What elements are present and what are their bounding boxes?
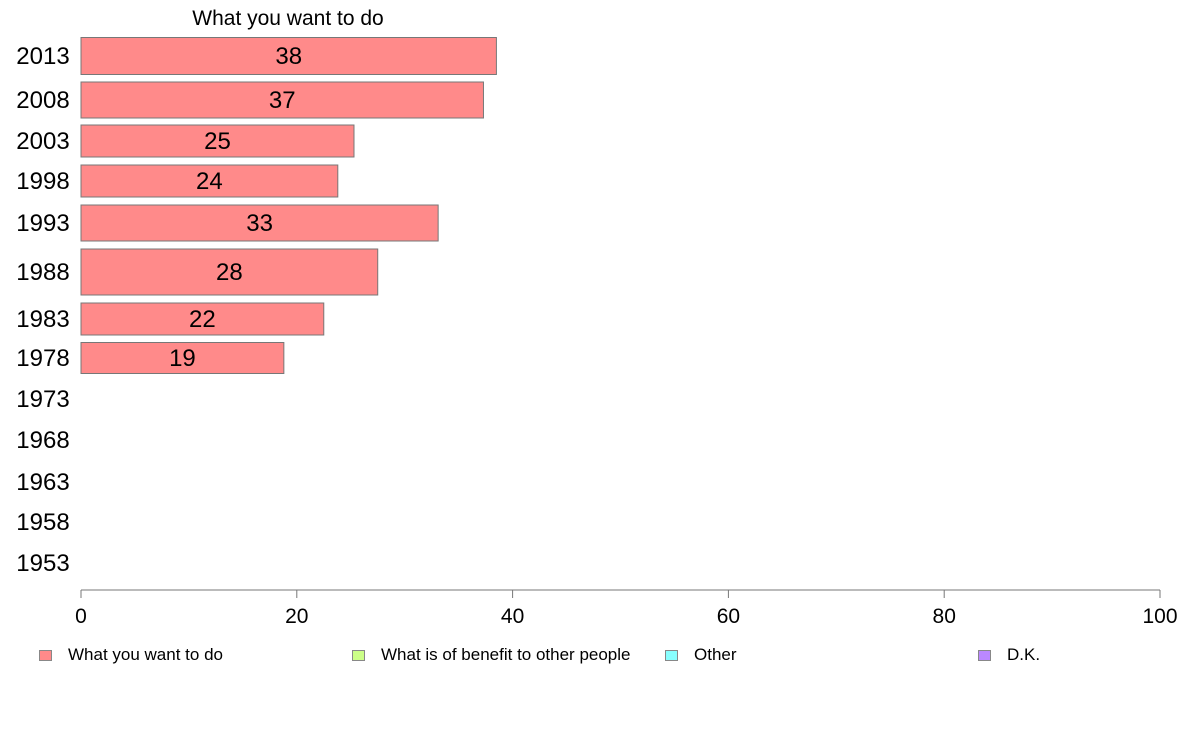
bar-value-label: 33 <box>246 210 273 237</box>
x-axis: 0 20 40 60 80 100 <box>75 589 1178 628</box>
legend-swatch <box>978 649 991 661</box>
legend-item: Other <box>665 645 737 664</box>
bar <box>80 204 439 242</box>
y-tick-label: 1978 <box>16 345 69 372</box>
y-tick-label: 1968 <box>16 427 69 454</box>
x-tick-label: 100 <box>1142 605 1177 628</box>
legend-swatch <box>39 649 52 661</box>
y-tick-label: 1983 <box>16 306 69 333</box>
y-tick-label: 1953 <box>16 550 69 577</box>
bar <box>80 81 484 119</box>
legend-item: What is of benefit to other people <box>352 645 631 664</box>
y-tick-label: 1998 <box>16 168 69 195</box>
bar-value-label: 38 <box>275 43 302 70</box>
y-tick-label: 1963 <box>16 469 69 496</box>
bar-value-label: 28 <box>216 259 243 286</box>
y-tick-label: 1958 <box>16 509 69 536</box>
x-tick-label: 20 <box>285 605 308 628</box>
bar-value-label: 24 <box>196 168 223 195</box>
y-tick-label: 2008 <box>16 87 69 114</box>
y-tick-label: 2003 <box>16 128 69 155</box>
y-tick-label: 1973 <box>16 386 69 413</box>
x-tick-label: 40 <box>501 605 524 628</box>
x-tick-label: 60 <box>717 605 740 628</box>
y-tick-label: 2013 <box>16 43 69 70</box>
legend-swatch <box>352 649 365 661</box>
x-tick-label: 80 <box>933 605 956 628</box>
bar <box>80 164 339 198</box>
legend-item: D.K. <box>978 645 1041 664</box>
y-axis-labels: 2013 2008 2003 1998 1993 1988 1983 1978 1973 1968… <box>16 43 69 577</box>
bar-value-label: 37 <box>269 87 296 114</box>
legend-label: D.K. <box>1007 645 1041 664</box>
y-tick-label: 1988 <box>16 259 69 286</box>
bar-value-label: 25 <box>204 128 231 155</box>
bar <box>80 342 285 374</box>
legend-label: Other <box>694 645 737 664</box>
legend-item: What you want to do <box>39 645 223 664</box>
bar-value-label: 22 <box>189 306 216 333</box>
bar <box>80 248 379 296</box>
y-tick-label: 1993 <box>16 210 69 237</box>
bar <box>80 302 325 336</box>
x-tick-label: 0 <box>75 605 87 628</box>
series-title: What you want to do <box>192 7 383 30</box>
bar <box>80 124 355 158</box>
legend-label: What is of benefit to other people <box>381 645 631 664</box>
bar <box>80 37 497 75</box>
legend-swatch <box>665 649 678 661</box>
legend-label: What you want to do <box>68 645 223 664</box>
bar-value-label: 19 <box>169 345 196 372</box>
